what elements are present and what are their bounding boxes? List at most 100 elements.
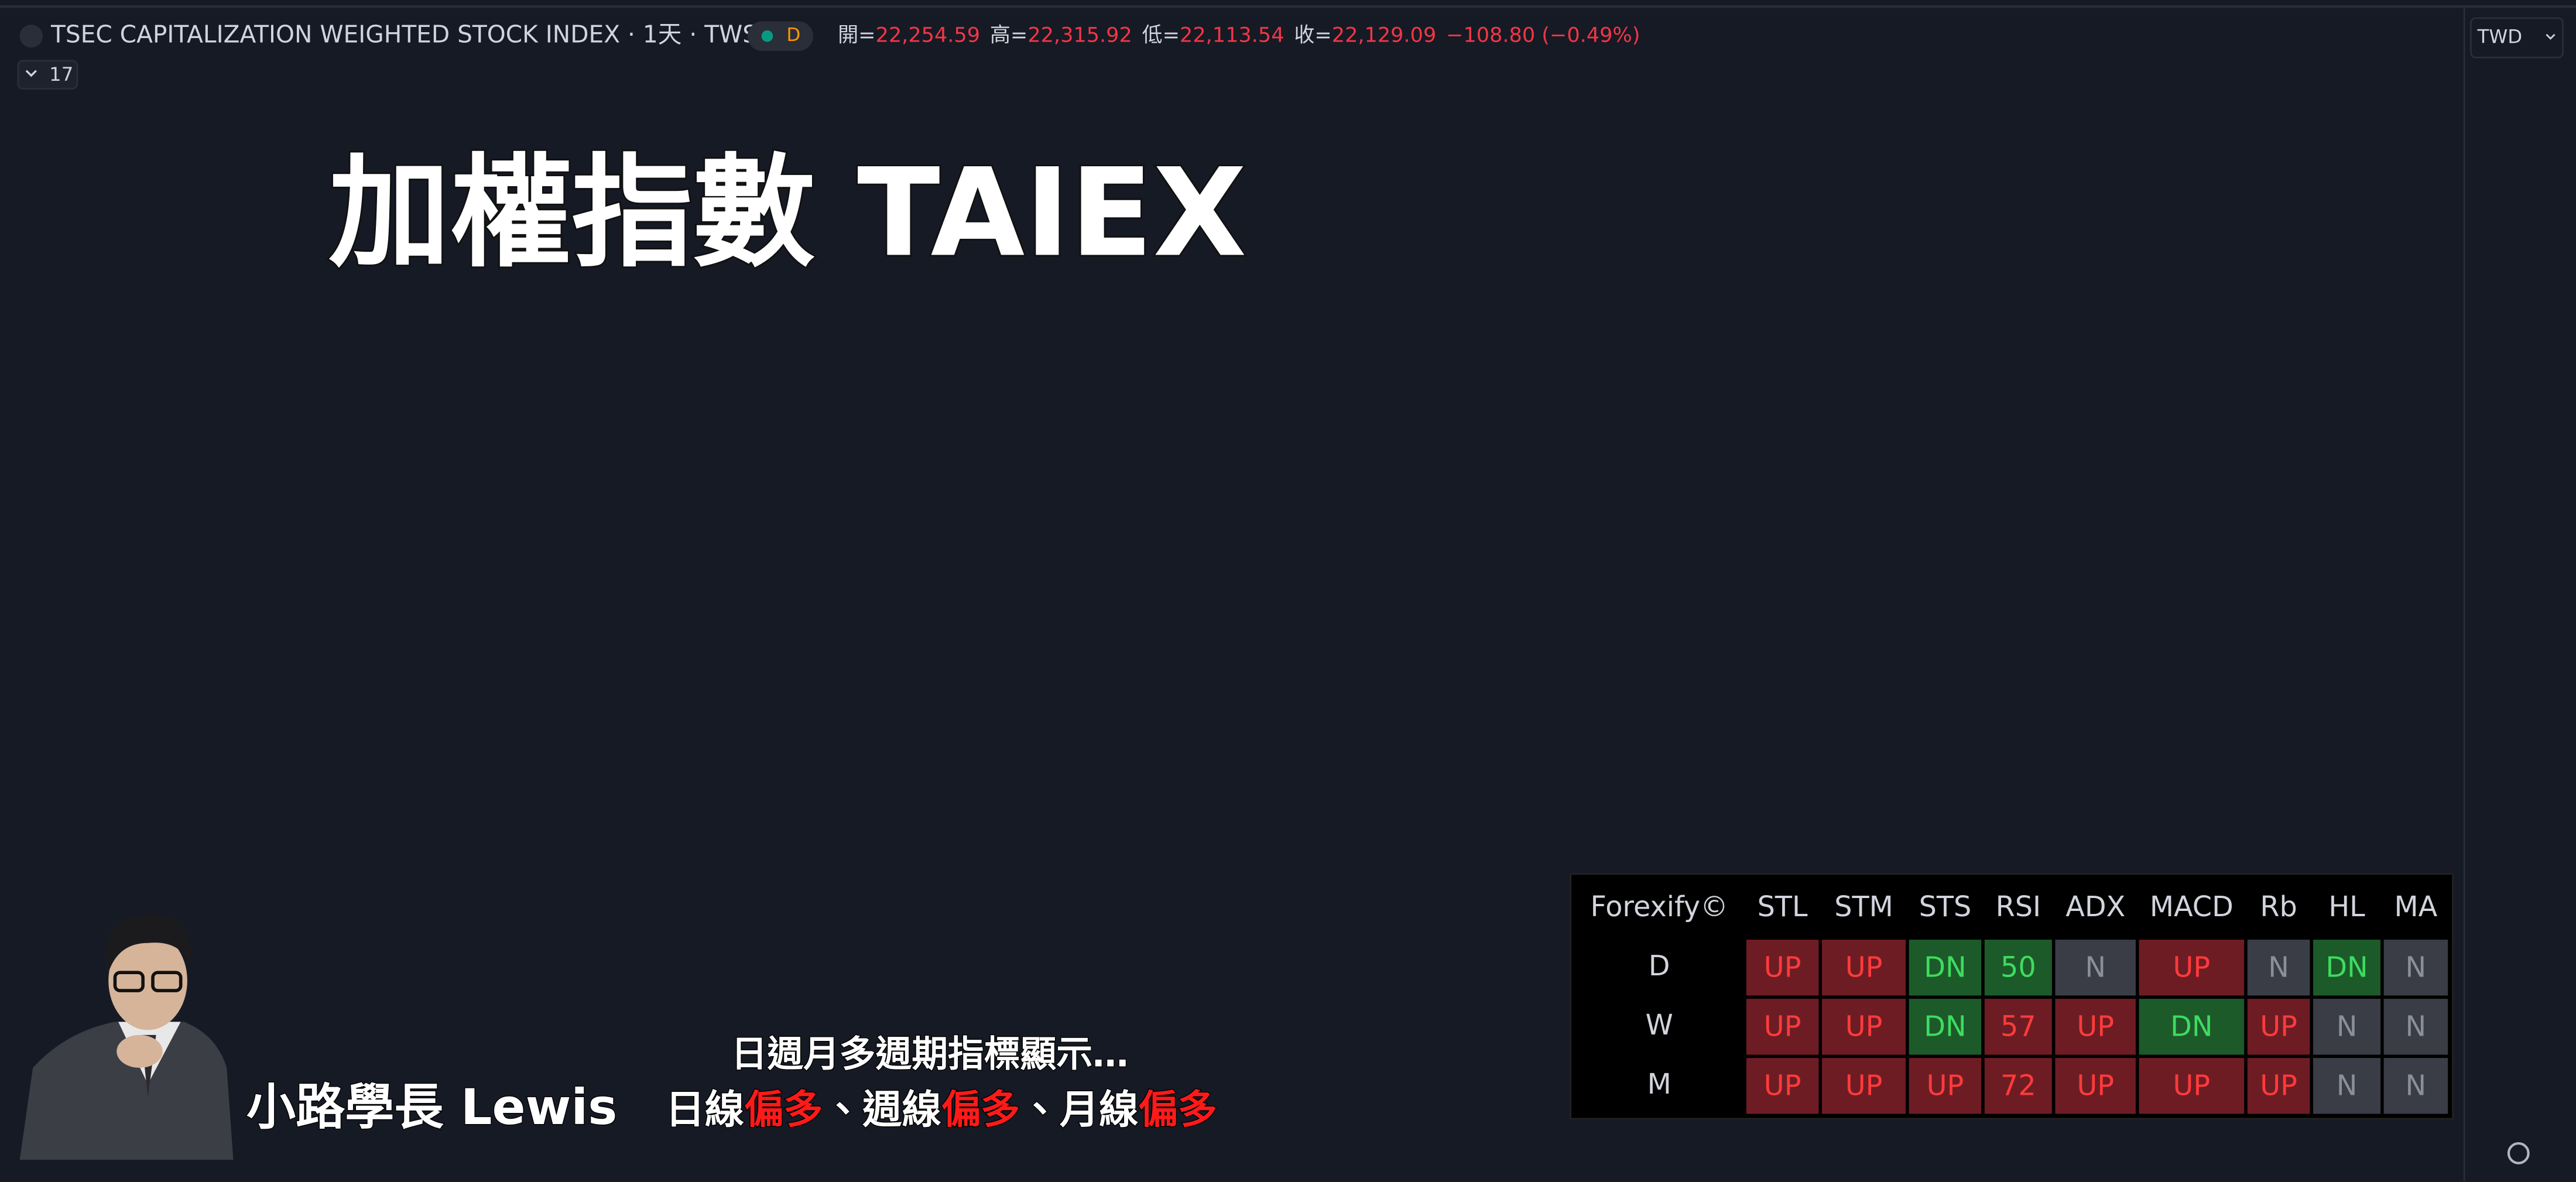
cell-value: UP [2260, 1011, 2297, 1043]
table-cell [1821, 999, 1906, 1055]
chart-title: 加權指數 TAIEX [328, 142, 1246, 283]
cell-value: UP [1927, 1070, 1964, 1102]
table-cell [2139, 1058, 2245, 1114]
status-pill[interactable] [747, 21, 814, 51]
change: −108.80 (−0.49%) [1446, 23, 1640, 47]
cell-value: DN [2325, 952, 2368, 984]
cell-value: N [2337, 1011, 2358, 1043]
caption-text: 日線 [665, 1086, 744, 1132]
table-cell [2383, 999, 2448, 1055]
ohlc-value: 22,129.09 [1332, 23, 1436, 47]
table-cell [1984, 999, 2052, 1055]
table-cell [2313, 1058, 2381, 1114]
row-label: M [1647, 1068, 1671, 1101]
cell-value: UP [2173, 1070, 2211, 1102]
cell-value: UP [2077, 1070, 2114, 1102]
cell-value: DN [2170, 1011, 2212, 1043]
table-cell [1746, 1058, 1819, 1114]
symbol-icon [19, 25, 43, 48]
table-cell [1821, 1058, 1906, 1114]
table-cell [2383, 1058, 2448, 1114]
column-header: MA [2395, 891, 2438, 923]
cell-value: UP [2173, 952, 2211, 984]
table-cell [1909, 999, 1982, 1055]
cell-value: UP [1764, 1070, 1801, 1102]
table-cell [1984, 1058, 2052, 1114]
table-cell [2055, 1058, 2136, 1114]
caption-line: 日線偏多、週線偏多、月線偏多 [665, 1086, 1217, 1132]
table-cell [2313, 999, 2381, 1055]
caption-text: 、月線 [1020, 1086, 1138, 1132]
table-cell [2139, 999, 2245, 1055]
ohlc-header: 開=22,254.59 高=22,315.92 低=22,113.54 收=22,12… [838, 23, 1640, 47]
caption-text: 、週線 [823, 1086, 941, 1132]
indicator-toggle[interactable] [17, 60, 78, 90]
caption-highlight: 偏多 [744, 1086, 823, 1132]
row-label: D [1649, 950, 1670, 982]
caption-line: 日週月多週期指標顯示… [731, 1033, 1129, 1075]
chevron [2546, 33, 2556, 40]
cell-value: 72 [2000, 1070, 2036, 1102]
presenter-name: 小路學長 Lewis [246, 1078, 617, 1136]
currency: TWD [2477, 26, 2522, 48]
table-cell [2383, 940, 2448, 996]
ohlc-value: 22,254.59 [876, 23, 980, 47]
table-cell [1746, 940, 1819, 996]
presenter-photo [19, 913, 234, 1160]
cell-value: UP [2260, 1070, 2297, 1102]
table-cell [2055, 940, 2136, 996]
column-header: ADX [2065, 891, 2125, 923]
indicator-count: 17 [49, 63, 73, 85]
cell-value: N [2268, 952, 2289, 984]
column-header: STL [1758, 891, 1808, 923]
table-cell [2313, 940, 2381, 996]
cell-value: UP [1845, 1011, 1883, 1043]
cell-value: N [2406, 1070, 2427, 1102]
column-header: STM [1834, 891, 1893, 923]
cell-value: 50 [2000, 952, 2036, 984]
cell-value: UP [1845, 1070, 1883, 1102]
ohlc-label: 收= [1294, 23, 1331, 47]
currency-button[interactable] [2470, 17, 2564, 59]
table-cell [2139, 940, 2245, 996]
ohlc-label: 開= [838, 23, 875, 47]
table-cell [2247, 1058, 2310, 1114]
table-cell [1746, 999, 1819, 1055]
column-header: STS [1919, 891, 1972, 923]
cell-value: UP [2077, 1011, 2114, 1043]
market-dot [761, 30, 773, 42]
caption-highlight: 偏多 [941, 1086, 1020, 1132]
settings-icon[interactable] [2507, 1142, 2530, 1164]
table-cell [2055, 999, 2136, 1055]
cell-value: UP [1845, 952, 1883, 984]
table-cell [1909, 940, 1982, 996]
table-corner: Forexify© [1591, 891, 1728, 923]
row-label: W [1646, 1009, 1673, 1041]
ohlc-label: 低= [1142, 23, 1180, 47]
table-cell [2247, 940, 2310, 996]
instrument[interactable]: TSEC CAPITALIZATION WEIGHTED STOCK INDEX… [50, 20, 773, 49]
cell-value: 57 [2000, 1011, 2036, 1043]
ohlc-label: 高= [990, 23, 1027, 47]
caption-highlight: 偏多 [1138, 1086, 1217, 1132]
cell-value: UP [1764, 1011, 1801, 1043]
cell-value: UP [1764, 952, 1801, 984]
column-header: HL [2328, 891, 2365, 923]
chevron [25, 70, 37, 77]
table-cell [2247, 999, 2310, 1055]
table-cell [1821, 940, 1906, 996]
column-header: RSI [1996, 891, 2041, 923]
cell-value: N [2085, 952, 2106, 984]
cell-value: N [2406, 1011, 2427, 1043]
ohlc-value: 22,113.54 [1180, 23, 1284, 47]
ohlc-value: 22,315.92 [1027, 23, 1132, 47]
cell-value: DN [1924, 1011, 1966, 1043]
cell-value: DN [1924, 952, 1966, 984]
interval-badge: D [786, 25, 800, 46]
column-header: Rb [2260, 891, 2297, 923]
table-cell [1984, 940, 2052, 996]
table-cell [1909, 1058, 1982, 1114]
